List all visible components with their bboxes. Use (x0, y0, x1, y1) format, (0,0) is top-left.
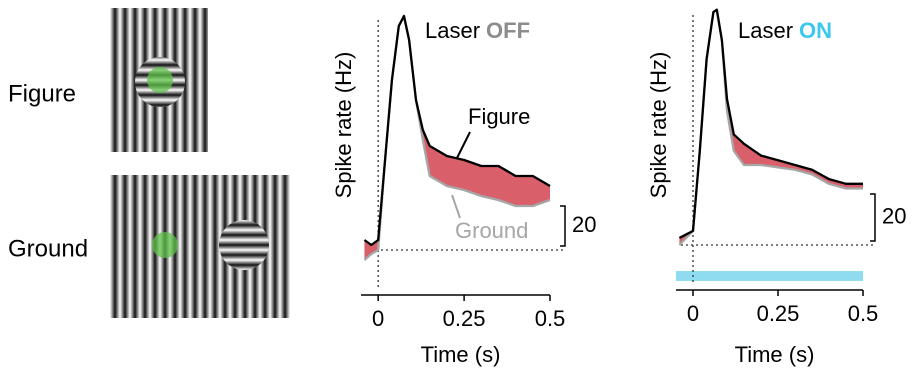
scale-bar (870, 193, 876, 242)
x-tick-label: 0.5 (535, 306, 566, 331)
title-condition: ON (799, 18, 832, 43)
series-pointer (451, 194, 461, 219)
stimulus-label: Ground (8, 235, 88, 262)
y-axis-label: Spike rate (Hz) (646, 52, 671, 199)
x-axis-label: Time (s) (735, 342, 815, 367)
stimulus-label: Figure (8, 80, 76, 107)
chart-title: Laser ON (738, 18, 832, 43)
title-condition: OFF (486, 18, 530, 43)
difference-area (679, 9, 863, 245)
stimulus-figure (110, 8, 208, 152)
trace (678, 8, 863, 246)
scale-bar-label: 20 (572, 212, 596, 237)
x-tick-label: 0.5 (848, 301, 879, 326)
x-tick-label: 0.25 (443, 306, 486, 331)
chart-title: Laser OFF (425, 18, 530, 43)
title-text: Laser (738, 18, 793, 43)
x-axis-label: Time (s) (421, 342, 501, 367)
scale-bar (560, 205, 566, 247)
series-label: Figure (468, 104, 530, 129)
difference-area (364, 16, 550, 260)
stimulus-ground (110, 175, 290, 318)
scale-bar-label: 20 (882, 203, 906, 228)
laser-bar (676, 271, 863, 281)
x-tick-label: 0.25 (757, 301, 800, 326)
title-text: Laser (425, 18, 480, 43)
trace (363, 14, 551, 247)
y-axis-label: Spike rate (Hz) (331, 52, 356, 199)
x-tick-label: 0 (687, 301, 699, 326)
series-label: Ground (455, 218, 528, 243)
x-tick-label: 0 (372, 306, 384, 331)
series-pointer (456, 131, 471, 159)
trace (678, 8, 863, 239)
